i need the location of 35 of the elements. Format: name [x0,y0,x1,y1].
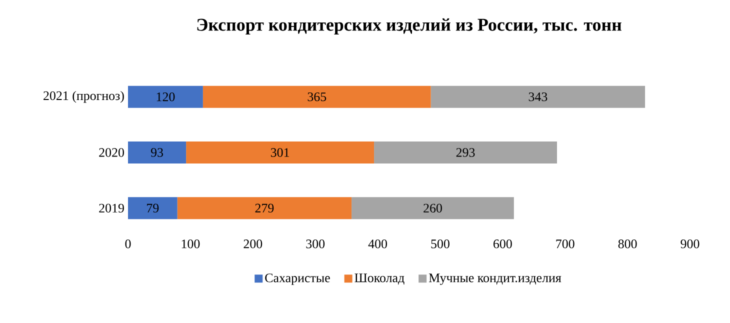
y-tick-label: 2020 [99,148,124,157]
data-label: 260 [424,204,442,213]
bar [177,197,352,220]
legend-label: Сахаристые [265,274,330,285]
x-tick-label: 700 [556,240,574,248]
x-tick-label: 800 [618,240,637,248]
data-label: 343 [528,92,548,102]
legend-label: Мучные кондит.изделия [428,274,562,285]
x-tick-label: 300 [306,240,325,248]
x-tick-label: 0 [125,240,131,248]
y-tick-label: 2021 (прогноз) [44,90,124,103]
bar [128,86,203,108]
data-label: 120 [156,92,175,102]
x-tick-label: 400 [368,240,388,248]
bar [374,142,557,164]
x-tick-label: 600 [494,240,512,248]
x-tick-label: 100 [182,240,200,248]
x-tick-label: 900 [680,240,700,248]
data-label: 301 [270,148,289,157]
bar [202,86,431,108]
x-tick-label: 200 [244,240,262,248]
data-label: 293 [456,148,475,157]
bar [352,197,514,220]
data-label: 79 [147,204,159,213]
data-label: 279 [255,204,274,213]
bar [430,86,646,108]
x-tick-label: 500 [431,240,450,248]
bar [128,197,178,220]
legend-label: Шоколад [354,274,404,285]
bar [186,142,374,164]
data-label: 93 [150,148,164,157]
chart-title: Экспорт кондитерских изделий из России, тыс. тонн [197,18,622,34]
data-label: 365 [308,92,326,102]
bar [128,142,186,164]
y-tick-label: 2019 [99,204,124,213]
